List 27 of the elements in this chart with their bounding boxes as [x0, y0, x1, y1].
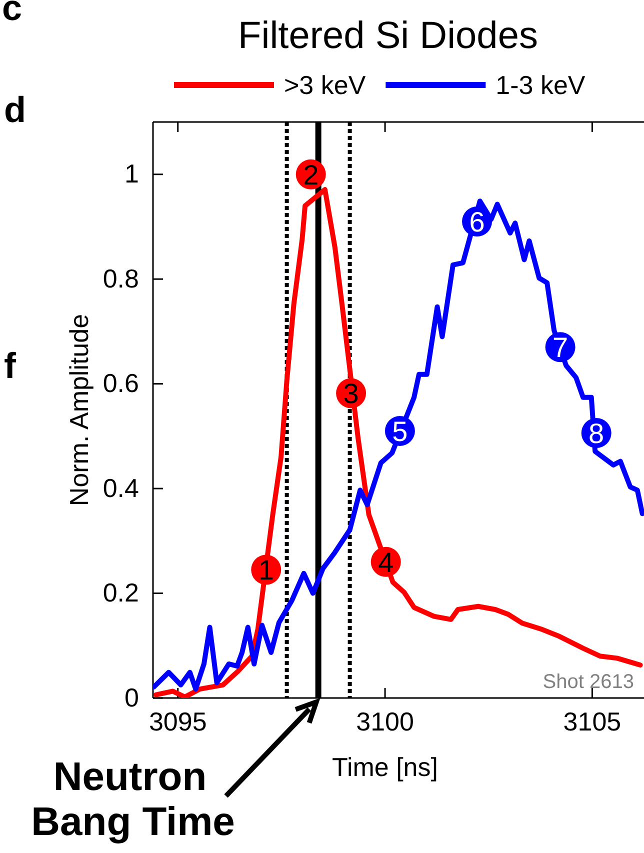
y-tick-label: 0.4	[102, 472, 139, 503]
y-tick-label: 0.8	[102, 263, 139, 294]
x-tick-label: 3100	[356, 706, 414, 736]
annotation: 4	[378, 546, 394, 578]
annotation: 8	[588, 418, 604, 450]
text: f	[4, 345, 17, 386]
y-axis-title: Norm. Amplitude	[64, 314, 94, 506]
legend-label: >3 keV	[284, 70, 366, 100]
annotation: 7	[552, 332, 568, 364]
text: c	[2, 0, 22, 28]
annotation: 2	[303, 159, 319, 190]
annotation: 6	[469, 206, 485, 238]
legend-label: 1-3 keV	[496, 70, 586, 100]
y-tick-label: 0.2	[102, 578, 139, 608]
annotation: 5	[392, 416, 408, 447]
annotation: Neutron Bang Time	[31, 755, 235, 844]
text: d	[4, 89, 26, 130]
x-tick-label: 3095	[148, 706, 207, 736]
y-tick-label: 1	[124, 158, 139, 189]
annotation: 3	[343, 378, 359, 410]
x-tick-label: 3105	[563, 706, 622, 736]
y-tick-label: 0	[124, 682, 139, 712]
x-axis-title: Time [ns]	[332, 752, 438, 782]
chart-title: Filtered Si Diodes	[238, 15, 538, 57]
annotation: Shot 2613	[542, 671, 634, 693]
y-tick-label: 0.6	[102, 368, 139, 398]
annotation: 1	[258, 554, 274, 586]
